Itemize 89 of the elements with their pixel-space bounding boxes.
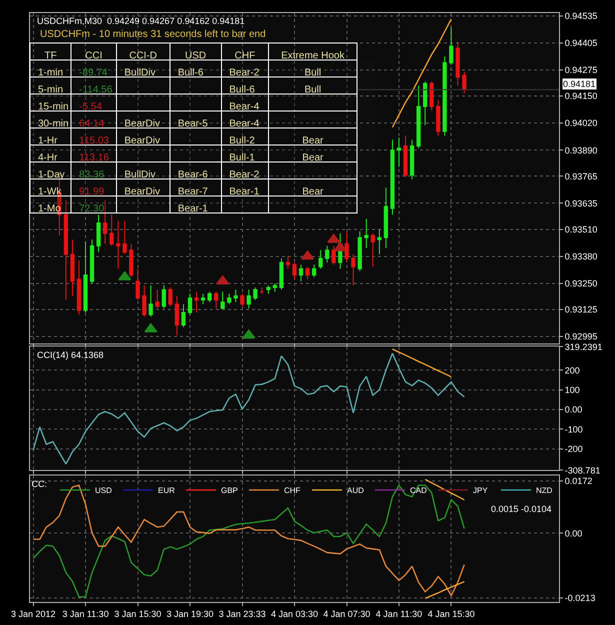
y-tick-label: 200 bbox=[564, 365, 580, 376]
category-label: TF bbox=[44, 50, 57, 62]
text: 113.16 bbox=[79, 152, 109, 164]
category-label: 5-min bbox=[38, 84, 64, 96]
text: 91.99 bbox=[79, 186, 104, 198]
chart-title: USDCHFm,M30 0.94249 0.94267 0.94162 0.94181 bbox=[37, 16, 245, 26]
x-tick-label: 4 Jan 03:30 bbox=[270, 608, 318, 619]
y-tick-label: 0.94535 bbox=[564, 11, 598, 22]
text: Bear-2 bbox=[229, 67, 260, 78]
text: 64.14 bbox=[79, 118, 104, 130]
y-tick-label: 0.00 bbox=[564, 404, 582, 415]
text: Bear bbox=[302, 135, 324, 146]
x-tick-label: 3 Jan 19:30 bbox=[166, 608, 214, 619]
text: Bear-4 bbox=[229, 101, 260, 112]
legend-label: JPY bbox=[473, 486, 488, 496]
text: -5.54 bbox=[79, 101, 102, 112]
legend-label: CHF bbox=[284, 486, 301, 496]
text: Bull-2 bbox=[229, 135, 255, 146]
y-tick-label: -308.781 bbox=[564, 465, 600, 476]
y-tick-label: 0.94150 bbox=[564, 91, 598, 102]
legend-title: CC: bbox=[32, 479, 47, 490]
y-tick-label: 0.93250 bbox=[564, 278, 598, 289]
y-tick-label: 0.93635 bbox=[564, 198, 598, 208]
text: 72.30 bbox=[79, 203, 104, 214]
x-tick-label: 4 Jan 07:30 bbox=[323, 608, 370, 619]
ref-line-label: 0.94181 bbox=[563, 79, 596, 89]
text: Bull-1 bbox=[229, 152, 255, 164]
x-tick-label: 3 Jan 11:30 bbox=[62, 608, 109, 619]
legend-label: AUD bbox=[347, 486, 364, 496]
text: BearDiv bbox=[124, 118, 160, 130]
text: Bear-7 bbox=[178, 186, 208, 198]
y-tick-label: 0.00 bbox=[564, 528, 582, 538]
y-tick-label: 0.92995 bbox=[564, 332, 598, 342]
text: BearDiv bbox=[124, 135, 160, 146]
y-tick-label: -0.0213 bbox=[564, 592, 596, 603]
y-tick-label: 100 bbox=[564, 384, 580, 395]
x-tick-label: 3 Jan 2012 bbox=[10, 608, 56, 619]
text: Bull-6 bbox=[178, 67, 204, 78]
legend-label: NZD bbox=[536, 486, 553, 496]
y-tick-label: 0.94275 bbox=[564, 65, 598, 76]
text: Bull bbox=[304, 84, 322, 96]
text: 115.03 bbox=[79, 135, 109, 146]
category-label: CCI bbox=[85, 50, 102, 62]
text: Bear-4 bbox=[229, 118, 260, 130]
text: Bear bbox=[302, 186, 324, 198]
category-label: 4-Hr bbox=[38, 152, 58, 164]
category-label: 1-min bbox=[38, 67, 64, 78]
text: 83.36 bbox=[79, 169, 104, 180]
y-tick-label: 319.2391 bbox=[564, 342, 602, 352]
legend-label: USD bbox=[95, 486, 112, 496]
chart-title: CCI(14) 64.1368 bbox=[37, 350, 104, 360]
text: Bear-1 bbox=[178, 203, 208, 214]
text: USDCHFm - 10 minutes 31 seconds left to bar end bbox=[40, 29, 266, 40]
x-tick-label: 3 Jan 15:30 bbox=[114, 608, 162, 619]
y-tick-label: 0.0172 bbox=[564, 476, 592, 486]
legend-label: EUR bbox=[158, 486, 176, 496]
text: Bear-2 bbox=[229, 169, 260, 180]
y-tick-label: 0.93890 bbox=[564, 145, 598, 156]
text: Bear-5 bbox=[178, 118, 208, 130]
y-tick-label: -100 bbox=[564, 424, 583, 434]
x-tick-label: 4 Jan 15:30 bbox=[428, 608, 475, 619]
category-label: USD bbox=[184, 50, 206, 62]
text: Bull bbox=[304, 67, 322, 78]
text: Bear-6 bbox=[178, 169, 208, 180]
category-label: CHF bbox=[234, 50, 256, 62]
y-tick-label: 0.93510 bbox=[564, 224, 598, 234]
text: BullDiv bbox=[124, 169, 156, 180]
category-label: CCI-D bbox=[129, 50, 158, 62]
y-tick-label: 0.93125 bbox=[564, 304, 598, 315]
text: Bull-6 bbox=[229, 84, 255, 96]
category-label: Extreme Hook bbox=[281, 50, 346, 62]
y-tick-label: 0.94020 bbox=[564, 118, 598, 128]
y-tick-label: 0.93765 bbox=[564, 171, 598, 182]
y-tick-label: 0.94405 bbox=[564, 38, 598, 48]
text: Bear bbox=[302, 152, 324, 164]
text: BullDiv bbox=[124, 67, 156, 78]
category-label: 1-Hr bbox=[38, 135, 58, 146]
annotation: 0.0015 -0.0104 bbox=[491, 504, 552, 514]
x-tick-label: 3 Jan 23:33 bbox=[218, 608, 266, 619]
legend-label: GBP bbox=[221, 486, 238, 496]
text: -89.74 bbox=[79, 67, 108, 78]
text: -114.56 bbox=[79, 84, 112, 96]
text: Bear-1 bbox=[229, 186, 260, 198]
x-tick-label: 4 Jan 11:30 bbox=[376, 608, 422, 619]
y-tick-label: -200 bbox=[564, 444, 583, 454]
category-label: 15-min bbox=[38, 101, 69, 112]
y-tick-label: 0.93380 bbox=[564, 251, 598, 262]
text: BearDiv bbox=[124, 186, 160, 198]
category-label: 30-min bbox=[38, 118, 69, 130]
